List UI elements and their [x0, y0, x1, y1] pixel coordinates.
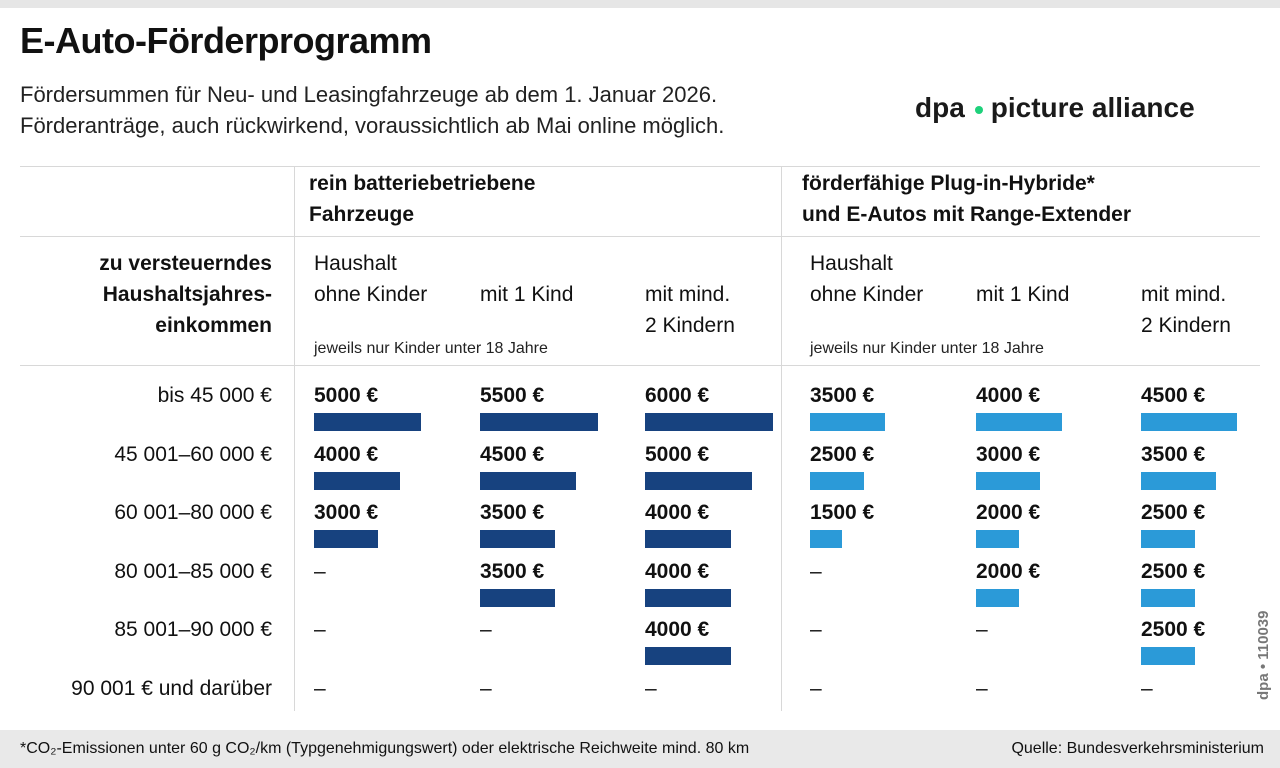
row-label: 60 001–80 000 €: [114, 501, 272, 524]
empty-cell: –: [314, 676, 326, 700]
empty-cell: –: [976, 618, 988, 641]
value-label: 1500 €: [810, 501, 875, 524]
value-label: 6000 €: [645, 384, 710, 407]
value-bar: [314, 471, 400, 490]
value-label: 4000 €: [645, 501, 710, 524]
value-label: 4000 €: [645, 618, 710, 641]
value-bar: [645, 530, 731, 548]
footnote: *CO₂-Emissionen unter 60 g CO₂/km (Typge…: [20, 740, 750, 757]
group-header-hybrid: förderfähige Plug-in-Hybride* und E-Auto…: [802, 172, 1132, 226]
value-label: 3500 €: [810, 384, 875, 407]
value-bar: [480, 471, 577, 490]
value-bar: [1141, 471, 1216, 490]
value-label: 3500 €: [1141, 442, 1206, 466]
value-bar: [480, 413, 598, 431]
empty-cell: –: [810, 676, 822, 700]
divider: [20, 236, 1260, 237]
value-label: 4000 €: [976, 384, 1041, 407]
value-bar: [810, 530, 843, 548]
top-bar: [0, 0, 1280, 8]
empty-cell: –: [810, 559, 822, 583]
value-label: 2500 €: [810, 442, 875, 466]
value-label: 2500 €: [1141, 501, 1206, 524]
source: Quelle: Bundesverkehrsministerium: [1011, 740, 1264, 757]
age-note-hybrid: jeweils nur Kinder unter 18 Jahre: [810, 340, 1044, 357]
column-header: mit mind. 2 Kindern: [645, 283, 735, 337]
value-label: 2500 €: [1141, 559, 1206, 583]
value-bar: [480, 530, 555, 548]
value-bar: [976, 588, 1019, 607]
value-label: 3000 €: [976, 442, 1041, 466]
divider: [20, 166, 1260, 167]
row-label: bis 45 000 €: [157, 384, 272, 407]
subtitle-line-2: Förderanträge, auch rückwirkend, vorauss…: [20, 113, 725, 138]
row-header: zu versteuerndes Haushaltsjahres- einkom…: [99, 252, 272, 337]
credit: dpa • 110039: [1255, 610, 1272, 700]
watermark-logo: dpa picture alliance: [915, 92, 1195, 123]
value-bar: [1141, 530, 1195, 548]
value-label: 5500 €: [480, 384, 545, 407]
empty-cell: –: [810, 618, 822, 641]
value-bar: [314, 530, 379, 548]
column-header: Haushalt ohne Kinder: [810, 252, 924, 306]
row-label: 85 001–90 000 €: [114, 618, 272, 641]
value-bar: [810, 413, 885, 431]
value-label: 4500 €: [480, 442, 545, 466]
value-bar: [976, 530, 1019, 548]
value-label: 4000 €: [314, 442, 379, 466]
column-header: Haushalt ohne Kinder: [314, 252, 428, 306]
value-bar: [645, 471, 752, 490]
value-label: 5000 €: [314, 384, 379, 407]
value-bar: [645, 413, 774, 431]
divider: [781, 166, 782, 711]
value-bar: [480, 588, 555, 607]
value-label: 5000 €: [645, 442, 710, 466]
row-label: 90 001 € und darüber: [71, 676, 272, 700]
value-label: 4000 €: [645, 559, 710, 583]
value-bar: [314, 413, 421, 431]
column-header: mit mind. 2 Kindern: [1141, 283, 1231, 337]
value-bar: [976, 471, 1041, 490]
value-bar: [976, 413, 1062, 431]
value-label: 2500 €: [1141, 618, 1206, 641]
empty-cell: –: [480, 676, 492, 700]
empty-cell: –: [1141, 676, 1153, 700]
value-label: 3000 €: [314, 501, 379, 524]
age-note-battery: jeweils nur Kinder unter 18 Jahre: [314, 340, 548, 357]
value-label: 4500 €: [1141, 384, 1206, 407]
empty-cell: –: [976, 676, 988, 700]
row-label: 45 001–60 000 €: [114, 442, 272, 466]
value-bar: [645, 647, 731, 665]
value-bar: [1141, 588, 1195, 607]
page-title: E-Auto-Förderprogramm: [20, 20, 432, 61]
empty-cell: –: [480, 618, 492, 641]
empty-cell: –: [314, 618, 326, 641]
row-label: 80 001–85 000 €: [114, 559, 272, 583]
divider: [20, 365, 1260, 366]
value-bar: [645, 588, 731, 607]
value-bar: [810, 471, 864, 490]
value-label: 3500 €: [480, 559, 545, 583]
group-header-battery: rein batteriebetriebene Fahrzeuge: [309, 172, 536, 226]
value-label: 2000 €: [976, 559, 1041, 583]
empty-cell: –: [314, 559, 326, 583]
value-bar: [1141, 647, 1195, 665]
value-label: 3500 €: [480, 501, 545, 524]
column-header: mit 1 Kind: [976, 283, 1070, 306]
subtitle-line-1: Fördersummen für Neu- und Leasingfahrzeu…: [20, 82, 718, 107]
footer: *CO₂-Emissionen unter 60 g CO₂/km (Typge…: [0, 730, 1280, 768]
column-header: mit 1 Kind: [480, 283, 574, 306]
divider: [294, 166, 295, 711]
value-label: 2000 €: [976, 501, 1041, 524]
value-bar: [1141, 413, 1238, 431]
empty-cell: –: [645, 676, 657, 700]
